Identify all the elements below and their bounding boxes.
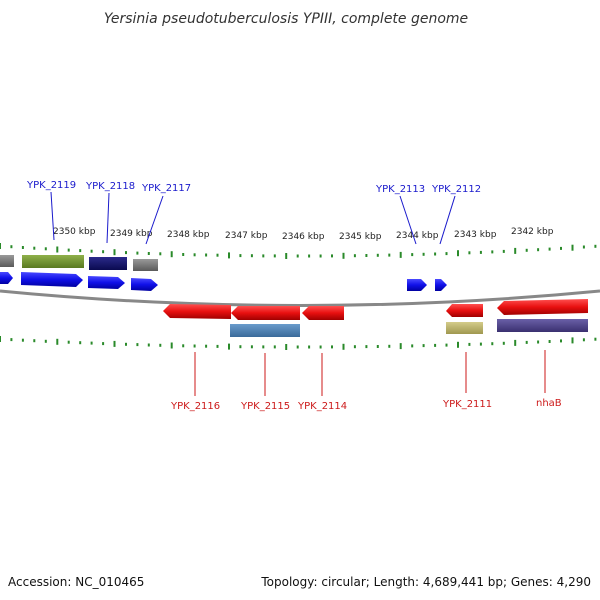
- label-leader-line: [439, 195, 456, 245]
- gene-arrow-forward[interactable]: [407, 279, 427, 291]
- feature-bar[interactable]: [0, 255, 14, 267]
- feature-bar[interactable]: [446, 322, 483, 334]
- gene-arrow-forward[interactable]: [21, 272, 83, 287]
- topology-text: Topology: circular; Length: 4,689,441 bp…: [260, 575, 591, 589]
- kbp-label: 2343 kbp: [454, 230, 497, 240]
- gene-arrow-forward[interactable]: [0, 272, 13, 284]
- label-leader-line: [399, 195, 417, 245]
- lower-feature-track: [230, 319, 588, 337]
- feature-bar[interactable]: [22, 255, 84, 268]
- kbp-label: 2344 kbp: [396, 231, 439, 241]
- gene-label-reverse[interactable]: YPK_2116: [170, 401, 220, 412]
- gene-arrow-reverse[interactable]: [163, 304, 231, 319]
- kbp-label: 2348 kbp: [167, 230, 210, 240]
- genome-backbone: [0, 289, 600, 307]
- gene-arrow-forward[interactable]: [131, 278, 158, 291]
- kbp-label: 2347 kbp: [225, 231, 268, 241]
- gene-arrow-forward[interactable]: [435, 279, 447, 291]
- gene-arrow-reverse[interactable]: [231, 306, 300, 320]
- gene-label-forward[interactable]: YPK_2112: [431, 184, 481, 195]
- feature-bar[interactable]: [230, 324, 300, 337]
- gene-label-forward[interactable]: YPK_2118: [85, 181, 135, 192]
- gene-label-forward[interactable]: YPK_2119: [26, 180, 76, 191]
- kbp-label: 2342 kbp: [511, 227, 554, 237]
- gene-arrow-reverse[interactable]: [446, 304, 483, 317]
- gene-label-reverse[interactable]: YPK_2114: [297, 401, 347, 412]
- accession-text: Accession: NC_010465: [8, 575, 144, 589]
- gene-label-forward[interactable]: YPK_2117: [141, 183, 191, 194]
- reverse-gene-track: [163, 299, 588, 320]
- feature-bar[interactable]: [133, 259, 158, 271]
- gene-label-reverse[interactable]: YPK_2115: [240, 401, 290, 412]
- kbp-label: 2350 kbp: [53, 227, 96, 237]
- upper-feature-track: [0, 255, 158, 271]
- forward-gene-labels: YPK_2119 YPK_2118 YPK_2117 YPK_2113 YPK_…: [26, 180, 481, 245]
- gene-arrow-reverse[interactable]: [497, 299, 588, 315]
- gene-label-forward[interactable]: YPK_2113: [375, 184, 425, 195]
- gene-label-reverse[interactable]: YPK_2111: [442, 399, 492, 410]
- label-leader-line: [145, 195, 164, 245]
- kbp-label: 2345 kbp: [339, 232, 382, 242]
- forward-gene-track: [0, 272, 447, 291]
- feature-bar[interactable]: [497, 319, 588, 332]
- kbp-label: 2346 kbp: [282, 232, 325, 242]
- reverse-gene-labels: YPK_2116 YPK_2115 YPK_2114 YPK_2111 nhaB: [170, 350, 562, 412]
- lower-tick-track: [0, 336, 597, 350]
- gene-arrow-forward[interactable]: [88, 276, 125, 289]
- kbp-label: 2349 kbp: [110, 229, 153, 239]
- upper-tick-track: [0, 243, 597, 259]
- gene-label-reverse[interactable]: nhaB: [536, 398, 562, 409]
- genome-title: Yersinia pseudotuberculosis YPIII, compl…: [104, 11, 468, 27]
- gene-arrow-reverse[interactable]: [302, 306, 344, 320]
- label-leader-line: [50, 191, 55, 241]
- feature-bar[interactable]: [89, 257, 127, 270]
- kbp-scale: 2350 kbp 2349 kbp 2348 kbp 2347 kbp 2346…: [53, 227, 554, 242]
- label-leader-line: [106, 192, 110, 244]
